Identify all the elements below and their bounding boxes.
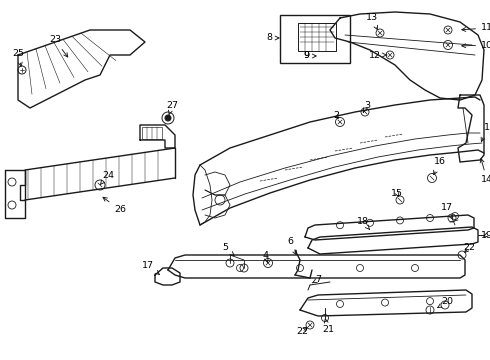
Bar [280,15,350,63]
Text: 16: 16 [434,158,446,175]
Text: 1: 1 [481,123,490,141]
Text: 13: 13 [366,13,378,30]
Text: 8: 8 [266,33,279,42]
Bar [298,23,336,51]
Text: 6: 6 [287,238,296,255]
Text: 23: 23 [49,36,68,57]
Text: 14: 14 [480,159,490,184]
Text: 9: 9 [303,51,309,60]
Text: 12: 12 [369,50,387,59]
Text: 27: 27 [166,100,178,115]
Bar [142,127,162,139]
Text: 22: 22 [296,328,308,337]
Text: 18: 18 [357,217,369,229]
Text: 2: 2 [333,111,339,120]
Text: 15: 15 [391,189,403,198]
Text: 10: 10 [462,40,490,49]
Circle shape [165,115,171,121]
Text: 9: 9 [303,51,316,60]
Text: 11: 11 [462,23,490,32]
Text: 24: 24 [100,171,114,185]
Text: 3: 3 [363,100,370,112]
Text: 21: 21 [322,319,334,334]
Text: 20: 20 [438,297,453,307]
Text: 19: 19 [481,230,490,239]
Text: 17: 17 [142,261,159,274]
Text: 25: 25 [12,49,24,66]
Text: 17: 17 [441,203,453,219]
Text: 5: 5 [222,243,234,256]
Text: 4: 4 [262,251,268,262]
Text: 7: 7 [312,275,321,284]
Text: 22: 22 [463,243,475,252]
Text: 26: 26 [103,197,126,215]
